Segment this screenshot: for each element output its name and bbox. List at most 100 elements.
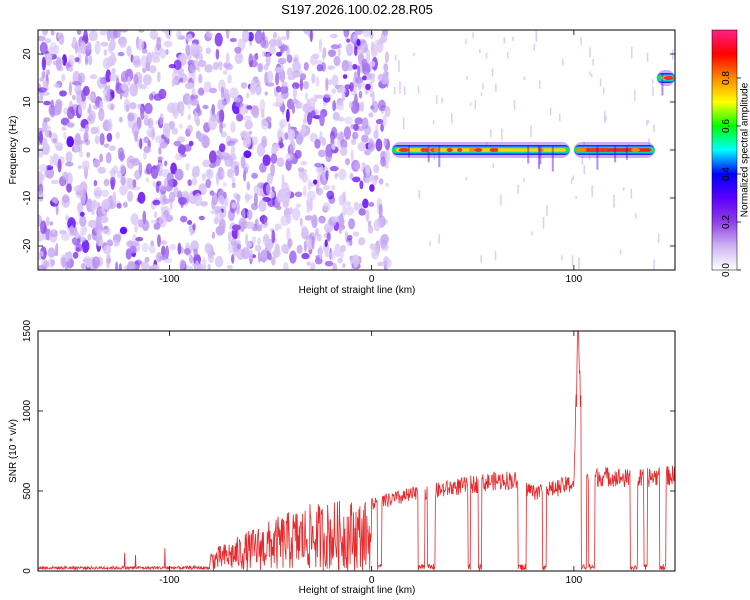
noise-streak bbox=[436, 95, 438, 104]
noise-blob bbox=[116, 202, 122, 209]
noise-blob bbox=[205, 47, 211, 55]
noise-blob bbox=[236, 113, 244, 122]
noise-blob bbox=[231, 254, 235, 264]
noise-blob bbox=[349, 82, 354, 92]
noise-blob bbox=[153, 211, 158, 219]
noise-blob bbox=[234, 52, 244, 64]
noise-blob bbox=[367, 225, 374, 234]
noise-blob bbox=[102, 229, 107, 235]
noise-blob bbox=[132, 233, 137, 244]
noise-blob bbox=[344, 60, 353, 67]
noise-blob bbox=[220, 86, 225, 100]
noise-blob bbox=[156, 164, 160, 173]
noise-blob bbox=[319, 131, 323, 142]
noise-blob bbox=[185, 163, 190, 171]
noise-blob bbox=[92, 104, 99, 110]
colorbar-tick-label: 0.2 bbox=[721, 215, 732, 229]
noise-blob bbox=[346, 38, 351, 43]
noise-blob bbox=[134, 223, 138, 233]
noise-blob bbox=[62, 195, 69, 203]
noise-blob bbox=[314, 228, 319, 237]
noise-blob bbox=[252, 54, 259, 61]
noise-blob bbox=[234, 165, 240, 177]
noise-blob bbox=[231, 202, 237, 209]
noise-streak bbox=[402, 117, 405, 130]
noise-blob bbox=[168, 120, 175, 130]
noise-blob bbox=[275, 205, 282, 210]
noise-blob bbox=[162, 123, 171, 137]
noise-blob bbox=[383, 138, 387, 147]
noise-blob bbox=[61, 126, 67, 131]
noise-streak bbox=[599, 78, 602, 87]
noise-blob bbox=[43, 125, 51, 131]
noise-blob bbox=[343, 126, 351, 140]
noise-streak bbox=[474, 100, 476, 110]
spectrogram-y-label: Frequency (Hz) bbox=[8, 116, 19, 185]
noise-blob bbox=[318, 149, 326, 158]
noise-blob bbox=[129, 102, 137, 110]
noise-blob bbox=[57, 158, 62, 173]
noise-blob bbox=[137, 191, 146, 204]
noise-blob bbox=[303, 80, 309, 90]
noise-blob bbox=[240, 155, 246, 169]
noise-streak bbox=[590, 73, 593, 78]
noise-blob bbox=[88, 219, 97, 229]
noise-streak bbox=[480, 92, 483, 97]
noise-blob bbox=[334, 174, 338, 180]
noise-blob bbox=[214, 205, 222, 214]
noise-streak bbox=[647, 120, 650, 124]
noise-blob bbox=[187, 265, 193, 270]
noise-blob bbox=[217, 195, 225, 205]
noise-blob bbox=[157, 156, 164, 161]
noise-blob bbox=[119, 226, 128, 235]
noise-blob bbox=[120, 175, 126, 186]
noise-blob bbox=[348, 101, 353, 108]
noise-blob bbox=[88, 55, 93, 66]
tone-hotspot bbox=[630, 148, 640, 152]
noise-blob bbox=[119, 43, 127, 49]
tone-smear bbox=[596, 145, 599, 170]
noise-blob bbox=[251, 105, 260, 119]
noise-blob bbox=[227, 74, 232, 84]
noise-blob bbox=[98, 108, 105, 122]
noise-blob bbox=[286, 213, 292, 224]
noise-blob bbox=[107, 118, 113, 132]
noise-blob bbox=[190, 240, 199, 252]
noise-blob bbox=[276, 51, 282, 57]
noise-blob bbox=[112, 191, 117, 205]
noise-blob bbox=[324, 260, 334, 267]
noise-streak bbox=[441, 97, 443, 103]
noise-blob bbox=[177, 196, 187, 205]
noise-blob bbox=[235, 102, 244, 108]
noise-blob bbox=[115, 77, 120, 91]
noise-blob bbox=[209, 162, 216, 169]
noise-blob bbox=[361, 162, 366, 168]
noise-blob bbox=[106, 239, 114, 247]
noise-blob bbox=[53, 44, 60, 55]
noise-blob bbox=[69, 225, 74, 235]
noise-blob bbox=[130, 213, 139, 225]
noise-blob bbox=[245, 221, 255, 230]
noise-blob bbox=[355, 76, 364, 84]
noise-blob bbox=[76, 30, 82, 35]
noise-blob bbox=[354, 117, 363, 125]
noise-blob bbox=[268, 45, 277, 55]
noise-blob bbox=[280, 85, 289, 94]
noise-blob bbox=[359, 81, 365, 88]
noise-blob bbox=[50, 30, 55, 36]
noise-streak bbox=[512, 36, 514, 41]
noise-blob bbox=[156, 37, 162, 51]
noise-streak bbox=[490, 129, 492, 138]
y-tick-label: 0 bbox=[22, 147, 33, 153]
noise-blob bbox=[159, 113, 164, 126]
noise-blob bbox=[340, 139, 348, 150]
noise-blob bbox=[361, 117, 369, 130]
noise-blob bbox=[97, 166, 106, 174]
noise-blob bbox=[334, 243, 341, 257]
tone-hotspot bbox=[468, 148, 477, 152]
noise-blob bbox=[89, 74, 98, 80]
noise-streak bbox=[393, 87, 396, 95]
tone-hotspot bbox=[588, 148, 597, 152]
noise-blob bbox=[358, 90, 363, 99]
